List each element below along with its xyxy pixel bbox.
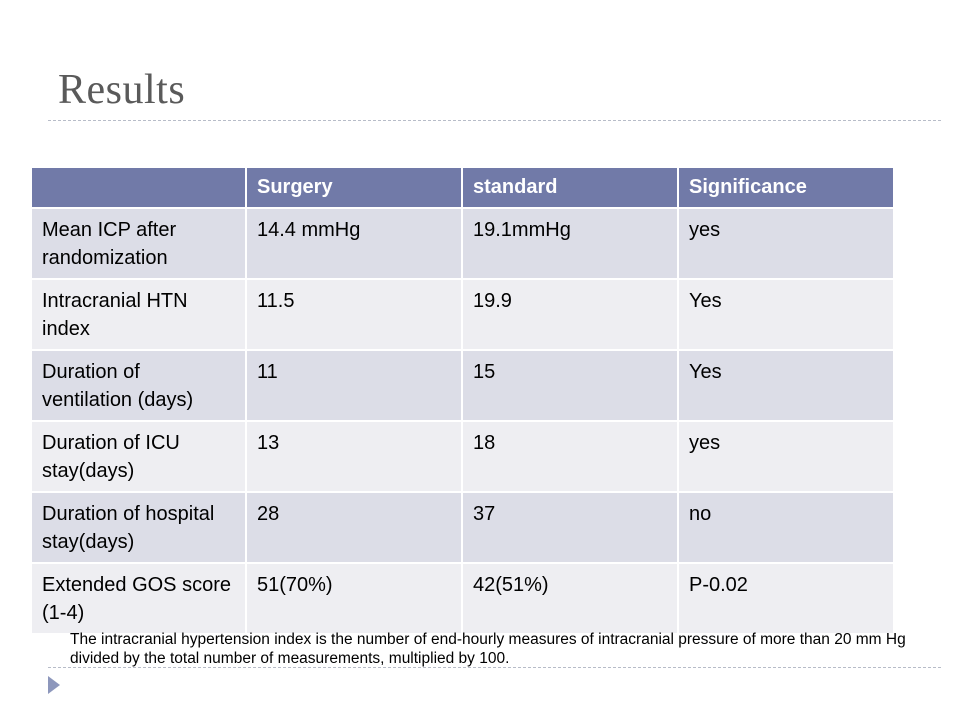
standard-value: 42(51%) [461, 562, 679, 635]
footer-divider [48, 667, 941, 668]
table-row: Duration of ICU stay(days) 13 18 yes [30, 420, 895, 493]
standard-value: 19.1mmHg [461, 207, 679, 280]
header-cell-standard: standard [461, 166, 679, 209]
title-divider [48, 120, 941, 121]
surgery-value: 14.4 mmHg [245, 207, 463, 280]
table-row: Duration of hospital stay(days) 28 37 no [30, 491, 895, 564]
header-cell-surgery: Surgery [245, 166, 463, 209]
slide-title: Results [58, 67, 186, 113]
table-row: Intracranial HTN index 11.5 19.9 Yes [30, 278, 895, 351]
table-row: Duration of ventilation (days) 11 15 Yes [30, 349, 895, 422]
row-label: Duration of ventilation (days) [30, 349, 247, 422]
row-label: Mean ICP after randomization [30, 207, 247, 280]
standard-value: 19.9 [461, 278, 679, 351]
row-label: Duration of ICU stay(days) [30, 420, 247, 493]
significance-value: yes [677, 207, 895, 280]
standard-value: 15 [461, 349, 679, 422]
surgery-value: 11 [245, 349, 463, 422]
significance-value: no [677, 491, 895, 564]
table-row: Mean ICP after randomization 14.4 mmHg 1… [30, 207, 895, 280]
triangle-right-icon [48, 676, 60, 694]
surgery-value: 51(70%) [245, 562, 463, 635]
table-header-row: Surgery standard Significance [30, 166, 895, 209]
row-label: Intracranial HTN index [30, 278, 247, 351]
table-row: Extended GOS score (1-4) 51(70%) 42(51%)… [30, 562, 895, 635]
standard-value: 37 [461, 491, 679, 564]
surgery-value: 13 [245, 420, 463, 493]
surgery-value: 28 [245, 491, 463, 564]
footnote: The intracranial hypertension index is t… [70, 631, 906, 667]
header-cell-significance: Significance [677, 166, 895, 209]
results-table: Surgery standard Significance Mean ICP a… [30, 166, 895, 635]
row-label: Extended GOS score (1-4) [30, 562, 247, 635]
surgery-value: 11.5 [245, 278, 463, 351]
row-label: Duration of hospital stay(days) [30, 491, 247, 564]
results-table-container: Surgery standard Significance Mean ICP a… [30, 166, 895, 635]
standard-value: 18 [461, 420, 679, 493]
header-cell-empty [30, 166, 247, 209]
significance-value: Yes [677, 278, 895, 351]
significance-value: yes [677, 420, 895, 493]
significance-value: Yes [677, 349, 895, 422]
significance-value: P-0.02 [677, 562, 895, 635]
